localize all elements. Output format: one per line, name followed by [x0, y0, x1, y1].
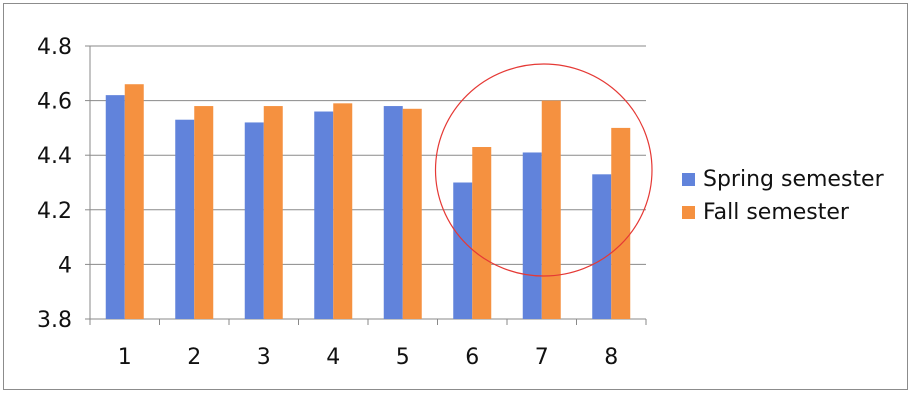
bar-spring-4: [314, 111, 334, 320]
tick-labels: 3.8 4 4.2 4.4 4.6 4.8 1 2 3 4 5 6 7 8: [37, 35, 618, 370]
x-tick-label: 2: [187, 345, 201, 370]
x-tick-label: 4: [326, 345, 340, 370]
bar-fall-6: [472, 147, 492, 319]
bar-spring-7: [522, 152, 542, 319]
gridlines: [90, 45, 646, 265]
y-tick-label: 4.8: [37, 35, 72, 60]
bar-fall-4: [333, 103, 353, 319]
axes: [85, 45, 647, 325]
highlight-circle: [434, 63, 653, 277]
legend-swatch-spring: [682, 173, 695, 186]
y-tick-label: 3.8: [37, 308, 72, 333]
x-tick-label: 3: [257, 345, 271, 370]
bar-chart: 3.8 4 4.2 4.4 4.6 4.8 1 2 3 4 5 6 7 8 Spring semester…: [37, 35, 885, 370]
chart-frame: 3.8 4 4.2 4.4 4.6 4.8 1 2 3 4 5 6 7 8 Spring semester…: [3, 3, 908, 390]
bar-fall-2: [194, 106, 214, 319]
bar-spring-3: [244, 122, 264, 319]
bar-fall-8: [611, 127, 631, 320]
x-tick-label: 8: [604, 345, 618, 370]
bars: [105, 84, 631, 320]
bar-spring-8: [592, 174, 612, 319]
y-tick-label: 4.4: [37, 144, 72, 169]
annotation: [434, 63, 653, 277]
x-tick-label: 5: [396, 345, 410, 370]
x-tick-label: 1: [118, 345, 132, 370]
legend: Spring semester Fall semester: [682, 167, 885, 225]
legend-swatch-fall: [682, 206, 695, 219]
bar-spring-6: [453, 182, 473, 319]
legend-label-fall: Fall semester: [703, 200, 850, 225]
bar-spring-1: [105, 95, 125, 319]
y-tick-label: 4.6: [37, 90, 72, 115]
legend-label-spring: Spring semester: [703, 167, 885, 192]
bar-spring-5: [383, 106, 403, 319]
y-tick-label: 4.2: [37, 199, 72, 224]
bar-fall-1: [124, 84, 144, 319]
bar-fall-5: [402, 108, 422, 319]
y-tick-label: 4: [58, 253, 72, 278]
bar-fall-7: [541, 100, 561, 319]
x-tick-label: 6: [465, 345, 479, 370]
bar-fall-3: [263, 106, 283, 319]
bar-spring-2: [175, 119, 195, 320]
x-tick-label: 7: [535, 345, 549, 370]
